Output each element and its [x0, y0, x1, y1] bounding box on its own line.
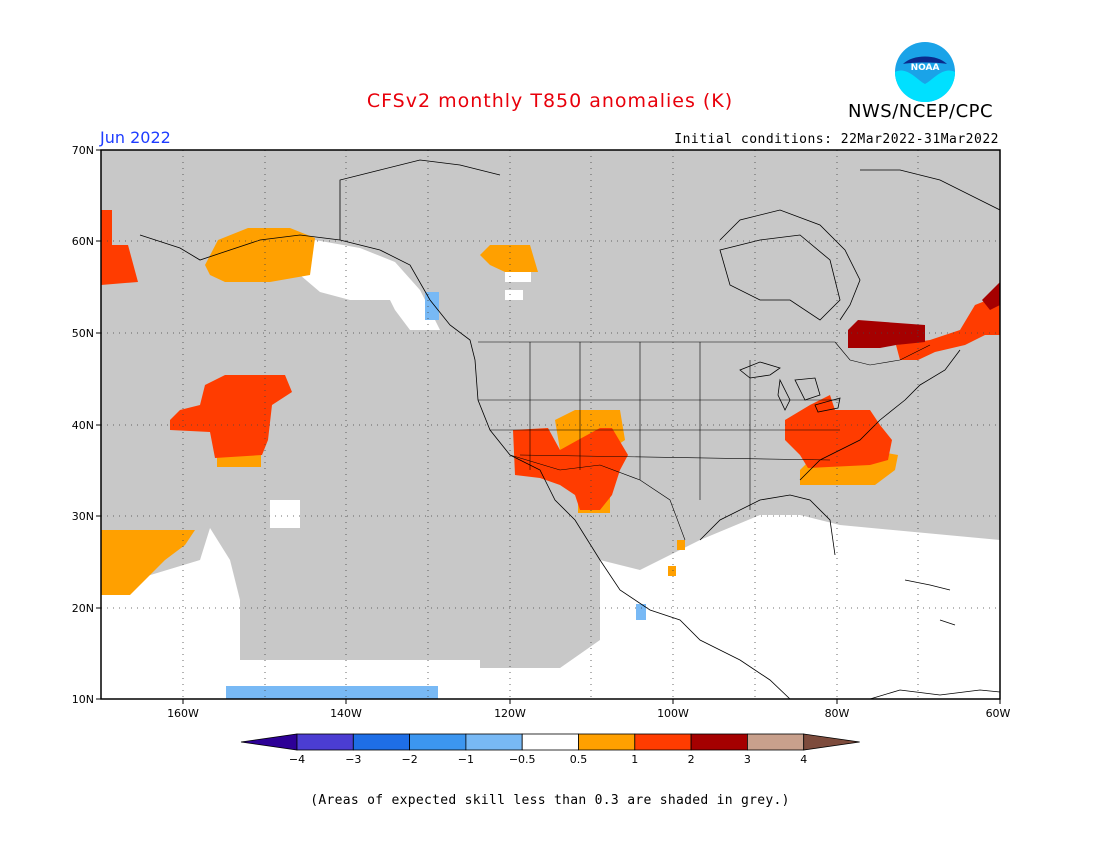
color-bar-segment [634, 733, 692, 751]
color-bar-segment [747, 733, 805, 751]
color-bar-segment [465, 733, 523, 751]
hot-region-labrador [982, 282, 1000, 310]
lat-labels: 70N 60N 50N 40N 30N 20N 10N [72, 144, 94, 706]
noaa-logo: NOAA [895, 42, 955, 102]
hot-region-quebec [848, 320, 925, 348]
white-region-bc-coast [300, 240, 440, 330]
lon-labels: 160W 140W 120W 100W 80W 60W [167, 707, 1010, 720]
lon-label: 120W [494, 707, 526, 720]
white-patch-pacific [270, 500, 300, 528]
color-bar-segment [352, 733, 410, 751]
warm-region-alaska [205, 228, 315, 282]
color-bar-label: −2 [401, 753, 417, 766]
lon-ticks [182, 699, 1001, 704]
color-bar-segment [690, 733, 748, 751]
valid-month-label: Jun 2022 [100, 128, 171, 147]
warm-region-mid-atlantic [785, 395, 892, 468]
color-bar-segment [409, 733, 467, 751]
lat-label: 40N [72, 419, 94, 432]
color-bar-arrow-high [803, 733, 860, 751]
warm-region-bering [101, 210, 138, 285]
color-bar-label: −3 [345, 753, 361, 766]
noaa-logo-text: NOAA [911, 63, 940, 73]
warm-region-north-pacific [170, 375, 292, 458]
color-bar-arrow-low [240, 733, 298, 751]
organization-label: NWS/NCEP/CPC [848, 101, 994, 122]
lat-label: 20N [72, 602, 94, 615]
color-bar-label: 4 [800, 753, 807, 766]
map-title: CFSv2 monthly T850 anomalies (K) [366, 90, 734, 112]
lat-label: 50N [72, 327, 94, 340]
initial-conditions-label: Initial conditions: 22Mar2022-31Mar2022 [674, 132, 999, 147]
color-bar-segment [578, 733, 636, 751]
warm-region-maritimes [896, 295, 1000, 360]
political-borders [478, 341, 931, 541]
lon-label: 80W [825, 707, 850, 720]
warm-region-hawaii [101, 530, 195, 595]
color-bar-label: −1 [458, 753, 474, 766]
lat-label: 30N [72, 510, 94, 523]
color-bar: −4 −3 −2 −1 −0.5 0.5 1 2 3 4 [240, 733, 860, 766]
cool-patch-mexico [636, 604, 646, 620]
color-bar-segment [521, 733, 579, 751]
great-lakes [739, 361, 841, 413]
color-bar-label: 2 [688, 753, 695, 766]
color-bar-label: 3 [744, 753, 751, 766]
lon-label: 100W [657, 707, 689, 720]
skill-note: (Areas of expected skill less than 0.3 a… [310, 793, 790, 808]
color-bar-label: −4 [289, 753, 305, 766]
white-region-east-pacific [101, 515, 1000, 699]
white-patch-yukon [505, 270, 531, 282]
color-bar-label: 1 [631, 753, 638, 766]
color-bar-label: 0.5 [570, 753, 588, 766]
lat-label: 60N [72, 235, 94, 248]
warm-region-southwest [513, 428, 628, 510]
warm-region-yukon [480, 245, 538, 272]
lat-ticks [96, 149, 101, 700]
white-patch-yukon-small [505, 290, 523, 300]
color-bar-segment [296, 733, 354, 751]
lat-label: 70N [72, 144, 94, 157]
lon-label: 60W [986, 707, 1011, 720]
lon-label: 140W [330, 707, 362, 720]
cool-region-bc [425, 292, 439, 320]
lat-label: 10N [72, 693, 94, 706]
lon-label: 160W [167, 707, 199, 720]
color-bar-label: −0.5 [509, 753, 536, 766]
